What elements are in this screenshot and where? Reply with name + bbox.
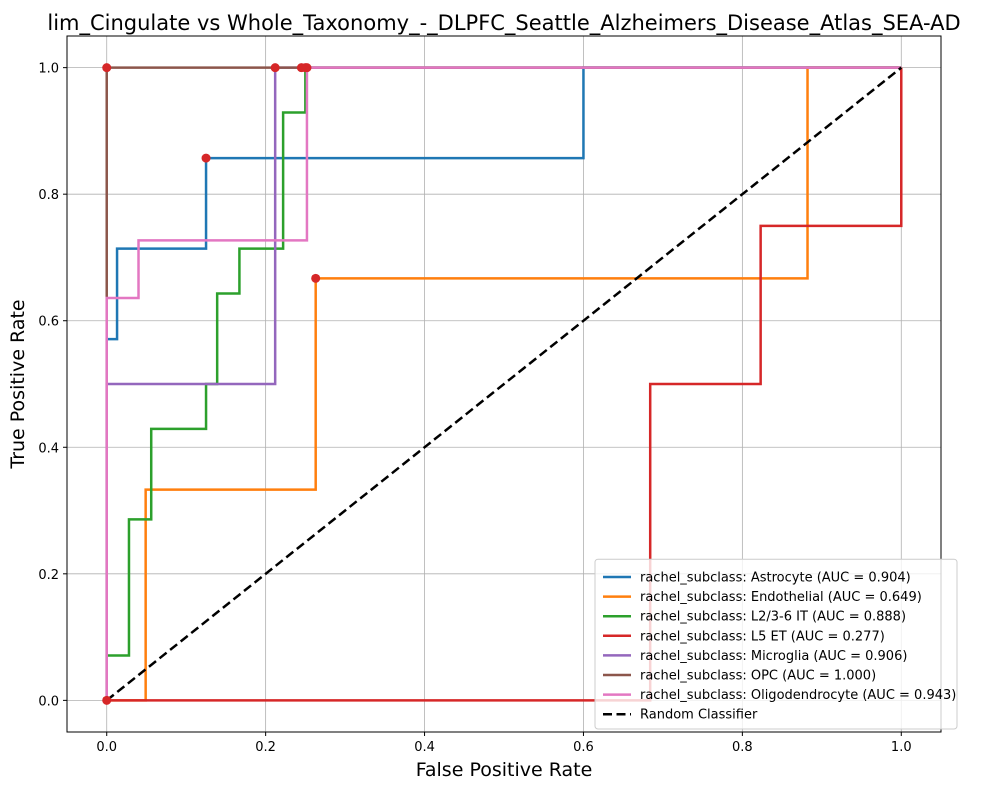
optimal-threshold-marker: [201, 153, 211, 163]
y-axis-label: True Positive Rate: [7, 299, 29, 469]
legend-label: rachel_subclass: Endothelial (AUC = 0.64…: [640, 590, 922, 605]
legend-box: [594, 558, 958, 730]
legend-label: rachel_subclass: L2/3-6 IT (AUC = 0.888): [640, 610, 906, 625]
x-tick-label: 0.2: [255, 740, 276, 755]
y-tick-label: 0.6: [38, 315, 59, 330]
x-tick-label: 0.4: [414, 740, 435, 755]
x-tick-label: 0.6: [573, 740, 594, 755]
x-axis-label: False Positive Rate: [416, 759, 593, 781]
optimal-threshold-marker: [102, 695, 112, 705]
axis-ticks: 0.0 0.2 0.4 0.6 0.8 1.0 0.0 0.2 0.4 0.6 0.8 1.0: [38, 62, 911, 755]
y-tick-label: 1.0: [38, 62, 59, 77]
y-tick-label: 0.0: [38, 694, 59, 709]
legend-label: Random Classifier: [640, 708, 758, 723]
x-tick-label: 0.8: [732, 740, 753, 755]
roc-curve-line: [105, 66, 903, 702]
legend: rachel_subclass: Astrocyte (AUC = 0.904)…: [594, 558, 958, 730]
legend-label: rachel_subclass: L5 ET (AUC = 0.277): [640, 629, 885, 644]
chart-title: lim_Cingulate vs Whole_Taxonomy_-_DLPFC_…: [47, 11, 960, 36]
threshold-markers: [102, 63, 321, 705]
legend-label: rachel_subclass: OPC (AUC = 1.000): [640, 669, 876, 684]
optimal-threshold-marker: [102, 63, 112, 73]
y-tick-label: 0.8: [38, 188, 59, 203]
y-tick-label: 0.2: [38, 568, 59, 583]
legend-label: rachel_subclass: Oligodendrocyte (AUC = …: [640, 688, 956, 703]
plot-frame: [66, 35, 942, 733]
y-tick-label: 0.4: [38, 441, 59, 456]
legend-label: rachel_subclass: Microglia (AUC = 0.906): [640, 649, 907, 664]
roc-curve-line: [105, 66, 902, 701]
optimal-threshold-marker: [311, 273, 321, 283]
optimal-threshold-marker: [296, 63, 306, 73]
optimal-threshold-marker: [270, 63, 280, 73]
x-tick-label: 1.0: [891, 740, 912, 755]
legend-label: rachel_subclass: Astrocyte (AUC = 0.904): [640, 571, 911, 586]
x-tick-label: 0.0: [96, 740, 117, 755]
roc-curve-line: [106, 66, 902, 702]
